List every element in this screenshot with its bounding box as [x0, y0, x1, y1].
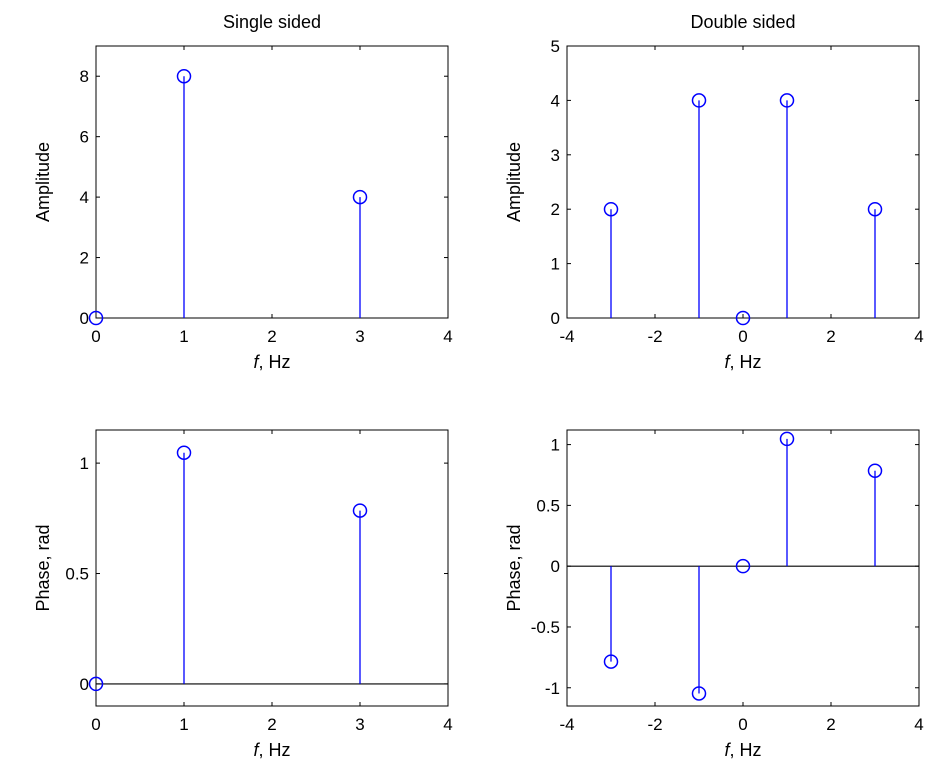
- x-axis-label-rest: , Hz: [730, 740, 762, 760]
- x-axis-label-rest: , Hz: [259, 740, 291, 760]
- axes-box: [566, 429, 920, 707]
- stem-marker: [779, 93, 795, 108]
- x-tick-label: 3: [355, 327, 364, 346]
- x-axis-label-italic: f: [724, 740, 731, 760]
- x-tick-label: 0: [738, 327, 747, 346]
- y-tick-label: 8: [80, 67, 89, 86]
- y-tick-label: 0: [80, 309, 89, 328]
- x-tick-label: 4: [443, 715, 452, 734]
- stem-marker: [176, 68, 192, 84]
- y-axis-label: Amplitude: [504, 142, 524, 222]
- stem-marker: [735, 310, 751, 326]
- stem-marker: [603, 654, 619, 669]
- x-axis-label: f, Hz: [724, 352, 761, 372]
- x-axis-label-rest: , Hz: [730, 352, 762, 372]
- x-tick-label: 0: [91, 327, 100, 346]
- y-tick-label: 0: [551, 309, 560, 328]
- y-tick-label: 5: [551, 37, 560, 56]
- subplot-2: -4 -2 0 2 4 0 1 2 3 4 5 Double sided f, Hz Amplitude: [504, 12, 924, 372]
- y-tick-label: 4: [80, 188, 89, 207]
- stem-marker: [603, 201, 619, 217]
- x-tick-label: 4: [914, 715, 923, 734]
- y-tick-label: -0.5: [531, 618, 560, 637]
- y-tick-label: 2: [80, 249, 89, 268]
- stem-marker: [691, 93, 707, 108]
- x-axis-label: f, Hz: [724, 740, 761, 760]
- y-tick-label: 1: [551, 436, 560, 455]
- x-tick-label: 4: [443, 327, 452, 346]
- x-axis-label-italic: f: [253, 740, 260, 760]
- y-tick-label: 1: [80, 454, 89, 473]
- x-tick-label: 2: [267, 715, 276, 734]
- subplot-title: Single sided: [223, 12, 321, 32]
- stem-marker: [867, 463, 883, 478]
- x-tick-label: 0: [91, 715, 100, 734]
- subplot-1: 0 1 2 3 4 0 2 4 6 8 Single sided f, Hz Amplitude: [33, 12, 453, 372]
- subplot-title: Double sided: [690, 12, 795, 32]
- y-tick-label: 0: [551, 557, 560, 576]
- stem-marker: [691, 686, 707, 701]
- x-tick-label: 2: [267, 327, 276, 346]
- x-tick-label: 0: [738, 715, 747, 734]
- x-axis-label-rest: , Hz: [259, 352, 291, 372]
- subplot-3: 0 1 2 3 4 0 0.5 1 f, Hz Phase, rad: [33, 429, 453, 760]
- subplot-4: -4 -2 0 2 4 -1 -0.5 0 0.5 1 f, Hz Phase, rad: [504, 429, 924, 760]
- y-tick-label: 6: [80, 128, 89, 147]
- y-tick-label: 4: [551, 91, 560, 110]
- y-tick-label: -1: [545, 679, 560, 698]
- x-tick-label: 4: [914, 327, 923, 346]
- y-tick-label: 0.5: [65, 565, 89, 584]
- stem-marker: [735, 558, 751, 574]
- axes-box: [95, 429, 449, 707]
- x-tick-label: 1: [179, 715, 188, 734]
- y-tick-label: 2: [551, 200, 560, 219]
- x-axis-label: f, Hz: [253, 352, 290, 372]
- x-tick-label: 2: [826, 327, 835, 346]
- y-tick-label: 0: [80, 675, 89, 694]
- y-axis-label: Phase, rad: [504, 524, 524, 611]
- y-tick-label: 0.5: [536, 496, 560, 515]
- y-axis-label: Amplitude: [33, 142, 53, 222]
- x-axis-label-italic: f: [253, 352, 260, 372]
- axes-box: [95, 45, 449, 319]
- x-tick-label: -4: [559, 715, 574, 734]
- x-tick-label: 1: [179, 327, 188, 346]
- x-tick-label: -2: [647, 327, 662, 346]
- y-axis-label: Phase, rad: [33, 524, 53, 611]
- stem-marker: [88, 310, 104, 326]
- stem-marker: [867, 201, 883, 217]
- x-axis-label-italic: f: [724, 352, 731, 372]
- y-tick-label: 3: [551, 146, 560, 165]
- axes-box: [566, 45, 920, 319]
- x-axis-label: f, Hz: [253, 740, 290, 760]
- stem-marker: [176, 445, 192, 460]
- x-tick-label: -4: [559, 327, 574, 346]
- stem-marker: [352, 503, 368, 518]
- stem-marker: [779, 431, 795, 447]
- stem-marker: [88, 676, 104, 692]
- x-tick-label: 3: [355, 715, 364, 734]
- x-tick-label: 2: [826, 715, 835, 734]
- y-tick-label: 1: [551, 255, 560, 274]
- x-tick-label: -2: [647, 715, 662, 734]
- stem-marker: [352, 189, 368, 205]
